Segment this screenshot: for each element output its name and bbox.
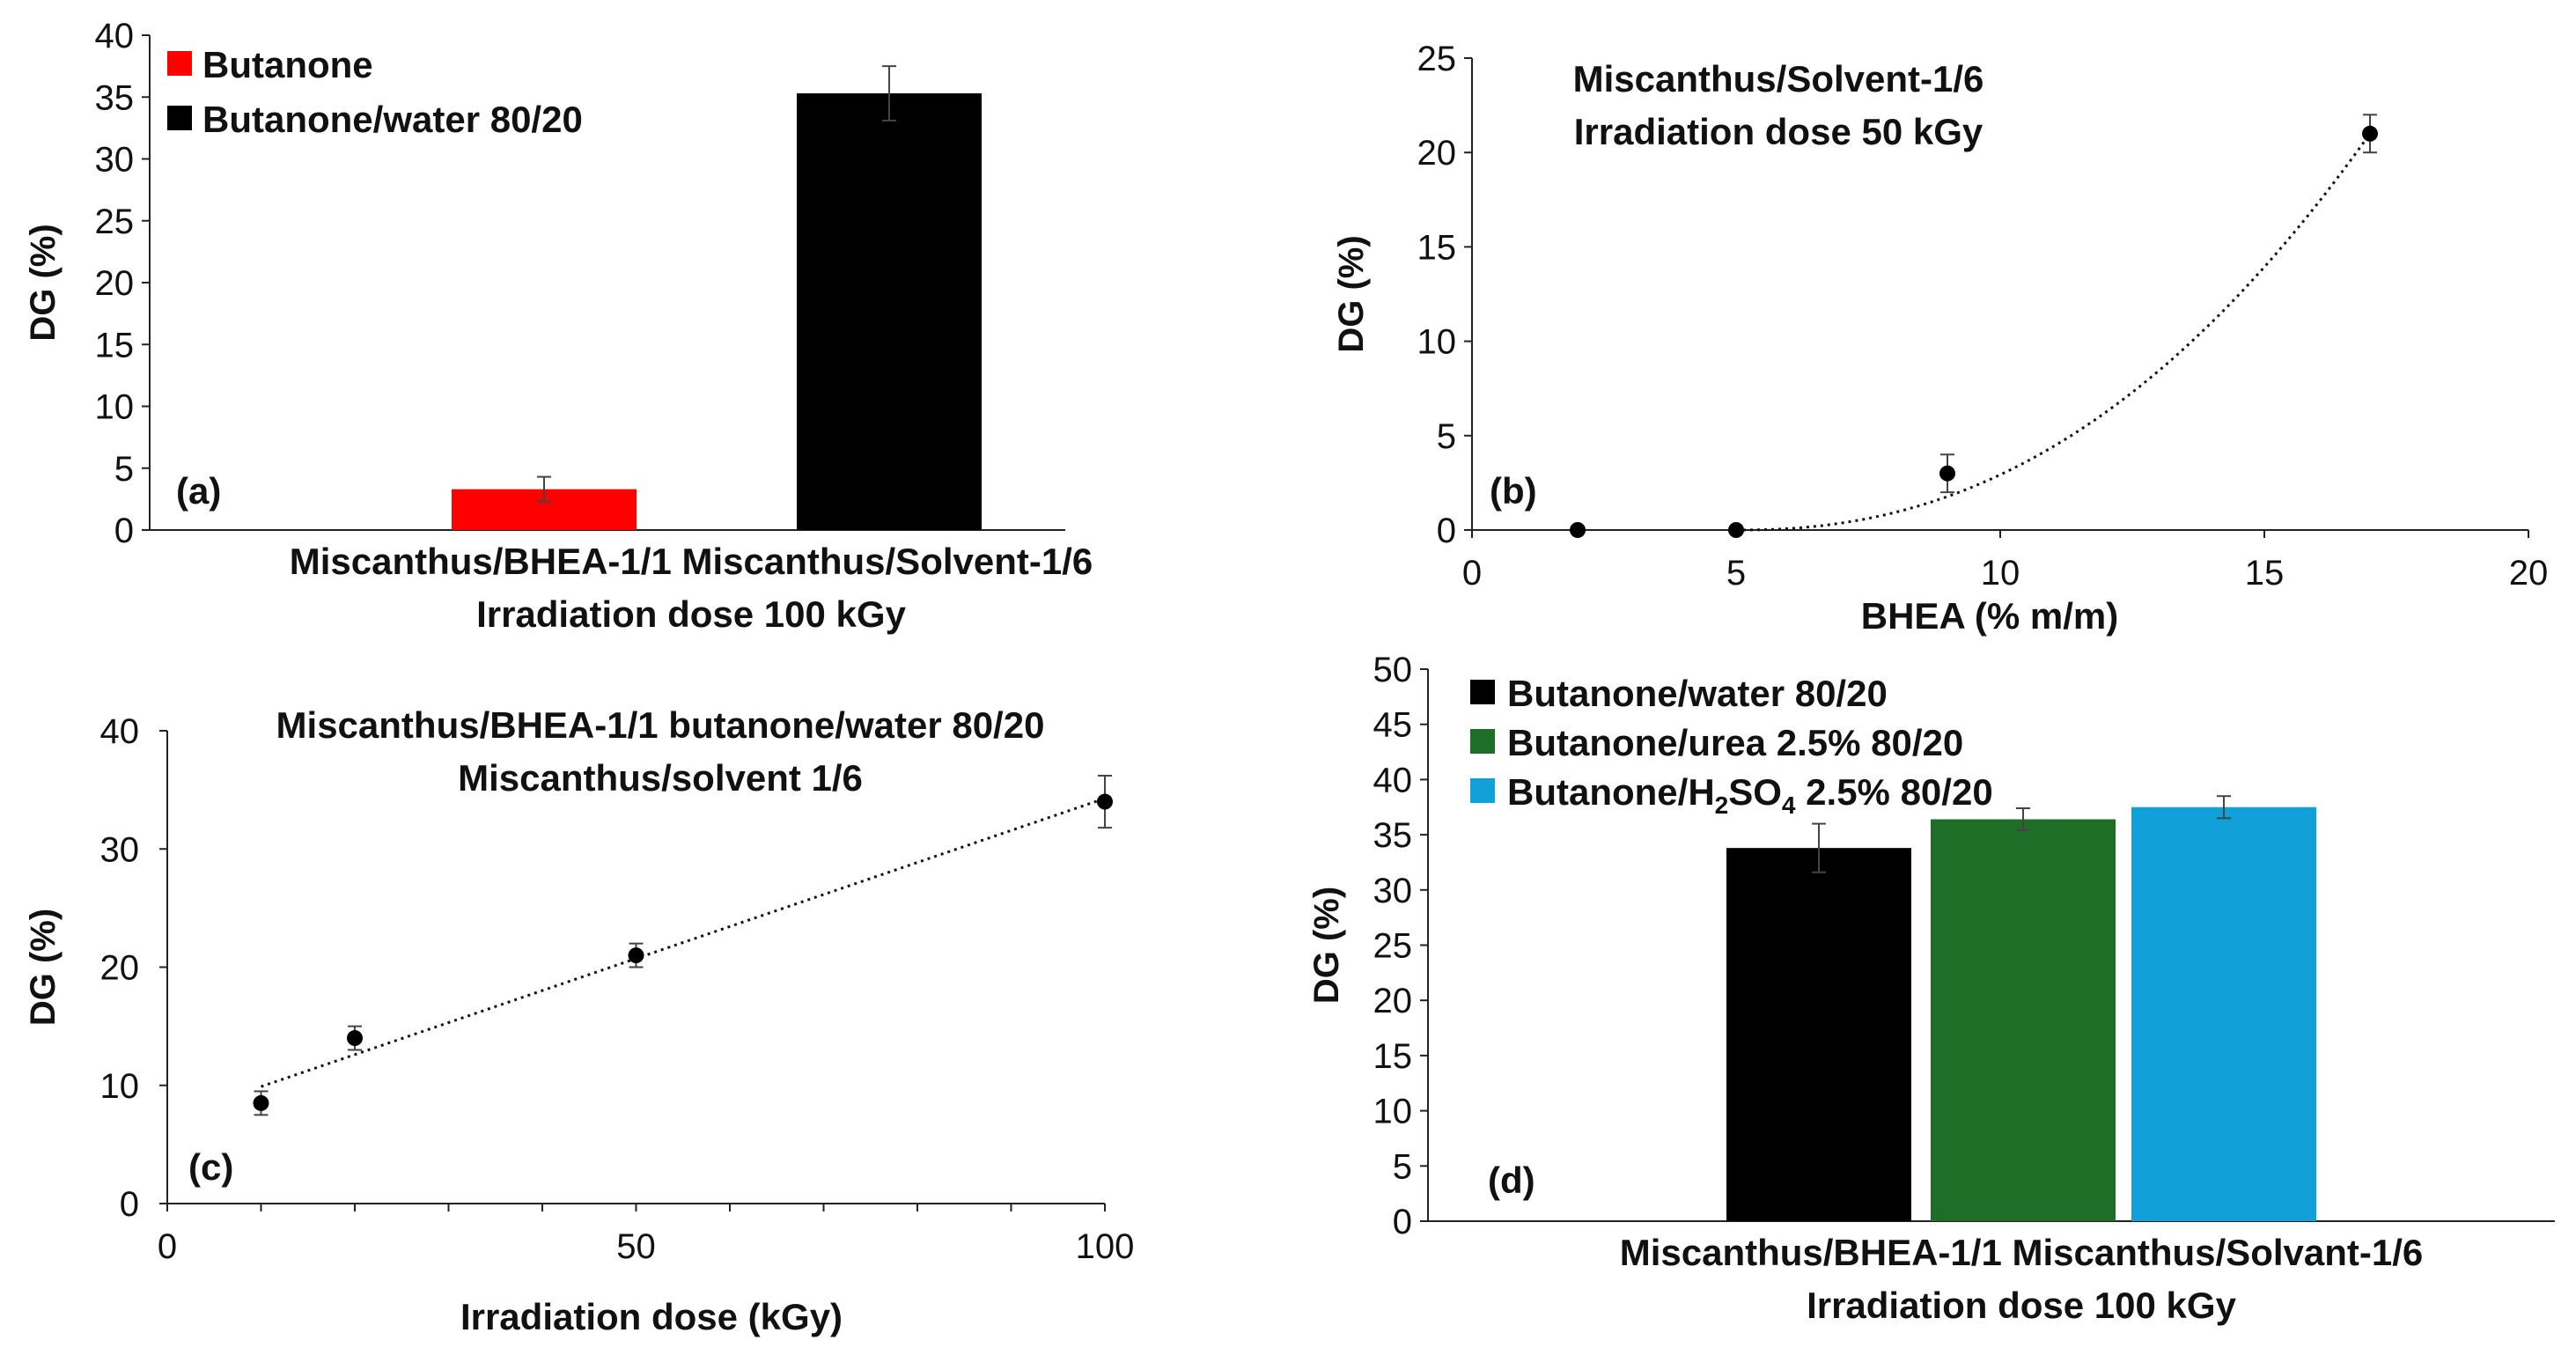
d-y-tick-label: 20: [1373, 982, 1413, 1020]
d-legend-label-2: Butanone/urea 2.5% 80/20: [1507, 722, 1963, 763]
d-y-tick-label: 45: [1373, 706, 1413, 745]
a-y-tick-label: 15: [95, 326, 135, 365]
a-y-tick-label: 10: [95, 388, 135, 427]
c-x-tick-label: 0: [158, 1227, 177, 1266]
d-legend-swatch-3: [1470, 778, 1495, 803]
a-panel-label: (a): [176, 470, 221, 512]
d-legend-label-part: SO: [1728, 771, 1782, 813]
b-point-3: [1939, 465, 1955, 482]
b-point-4: [2362, 125, 2378, 142]
b-point-2: [1728, 522, 1744, 538]
d-x-category-labels: Miscanthus/BHEA-1/1 Miscanthus/Solvant-1…: [1620, 1232, 2424, 1273]
d-x-axis-title: Irradiation dose 100 kGy: [1807, 1285, 2237, 1326]
b-x-axis-title: BHEA (% m/m): [1861, 595, 2118, 637]
b-panel-label: (b): [1490, 470, 1537, 512]
a-y-tick-label: 25: [95, 203, 135, 241]
d-y-tick-label: 25: [1373, 927, 1413, 966]
c-x-tick-label: 50: [616, 1227, 656, 1266]
d-legend-label-3: Butanone/H2SO4 2.5% 80/20: [1507, 771, 1993, 819]
d-y-tick-label: 50: [1373, 651, 1413, 689]
d-y-tick-label: 35: [1373, 816, 1413, 855]
c-annotation-line-1: Miscanthus/BHEA-1/1 butanone/water 80/20: [276, 704, 1045, 746]
d-y-tick-label: 30: [1373, 872, 1413, 910]
a-y-tick-label: 35: [95, 78, 135, 117]
c-y-tick-label: 40: [100, 712, 140, 751]
c-annotation-line-2: Miscanthus/solvent 1/6: [458, 757, 863, 799]
d-y-tick-label: 10: [1373, 1093, 1413, 1131]
b-annotation-line-2: Irradiation dose 50 kGy: [1574, 111, 1984, 152]
c-x-tick-label: 100: [1076, 1227, 1135, 1266]
a-x-category-labels: Miscanthus/BHEA-1/1 Miscanthus/Solvent-1…: [290, 541, 1093, 582]
d-legend-label-part: 4: [1782, 792, 1796, 819]
b-y-tick-label: 20: [1417, 134, 1457, 173]
a-y-tick-label: 0: [114, 512, 134, 550]
a-x-axis-title: Irradiation dose 100 kGy: [476, 593, 907, 635]
b-x-tick-label: 0: [1462, 554, 1482, 593]
c-y-tick-label: 20: [100, 949, 140, 988]
d-panel-label: (d): [1488, 1160, 1535, 1201]
d-legend-label-part: Butanone/H: [1507, 771, 1715, 813]
d-y-axis-title: DG (%): [1307, 887, 1346, 1004]
d-legend-label-part: 2.5% 80/20: [1796, 771, 1993, 813]
d-legend-label-1: Butanone/water 80/20: [1507, 673, 1888, 714]
a-legend-swatch-1: [167, 51, 192, 76]
c-x-axis-title: Irradiation dose (kGy): [460, 1296, 843, 1337]
d-y-tick-label: 40: [1373, 761, 1413, 799]
d-bar-3: [2131, 806, 2316, 1221]
b-annotation-line-1: Miscanthus/Solvent-1/6: [1573, 58, 1984, 99]
a-legend-label-1: Butanone: [202, 44, 373, 85]
c-point-3: [628, 947, 644, 964]
c-point-2: [347, 1030, 363, 1047]
b-y-axis-title: DG (%): [1332, 235, 1371, 352]
a-legend-swatch-2: [167, 106, 192, 130]
b-x-tick-label: 10: [1981, 554, 2020, 593]
b-y-tick-label: 0: [1437, 512, 1456, 550]
a-y-tick-label: 5: [114, 450, 134, 489]
a-bar-2: [797, 93, 982, 530]
b-y-tick-label: 15: [1417, 228, 1457, 267]
d-y-tick-label: 0: [1393, 1203, 1412, 1241]
d-bar-2: [1931, 819, 2116, 1221]
c-trendline: [261, 797, 1106, 1088]
c-point-1: [253, 1094, 269, 1111]
b-x-tick-label: 5: [1726, 554, 1746, 593]
b-y-tick-label: 25: [1417, 40, 1457, 78]
a-y-axis-title: DG (%): [24, 224, 63, 341]
a-y-tick-label: 30: [95, 141, 135, 180]
c-panel-label: (c): [188, 1146, 233, 1188]
a-legend-label-2: Butanone/water 80/20: [202, 99, 583, 140]
b-x-tick-label: 15: [2245, 554, 2285, 593]
d-legend-label-part: 2: [1715, 792, 1729, 819]
b-y-tick-label: 10: [1417, 323, 1457, 362]
c-point-4: [1097, 793, 1113, 810]
b-y-tick-label: 5: [1437, 417, 1456, 456]
c-y-tick-label: 0: [120, 1185, 139, 1224]
b-x-tick-label: 20: [2509, 554, 2549, 593]
d-y-tick-label: 15: [1373, 1037, 1413, 1076]
c-y-axis-title: DG (%): [24, 909, 63, 1026]
c-y-tick-label: 30: [100, 830, 140, 869]
a-y-tick-label: 40: [95, 17, 135, 55]
a-y-tick-label: 20: [95, 264, 135, 303]
b-trendline: [1736, 132, 2372, 532]
d-legend-swatch-2: [1470, 729, 1495, 754]
d-y-tick-label: 5: [1393, 1147, 1412, 1186]
d-bar-1: [1726, 848, 1911, 1221]
b-point-1: [1570, 522, 1586, 538]
d-legend-swatch-1: [1470, 680, 1495, 704]
c-y-tick-label: 10: [100, 1067, 140, 1106]
